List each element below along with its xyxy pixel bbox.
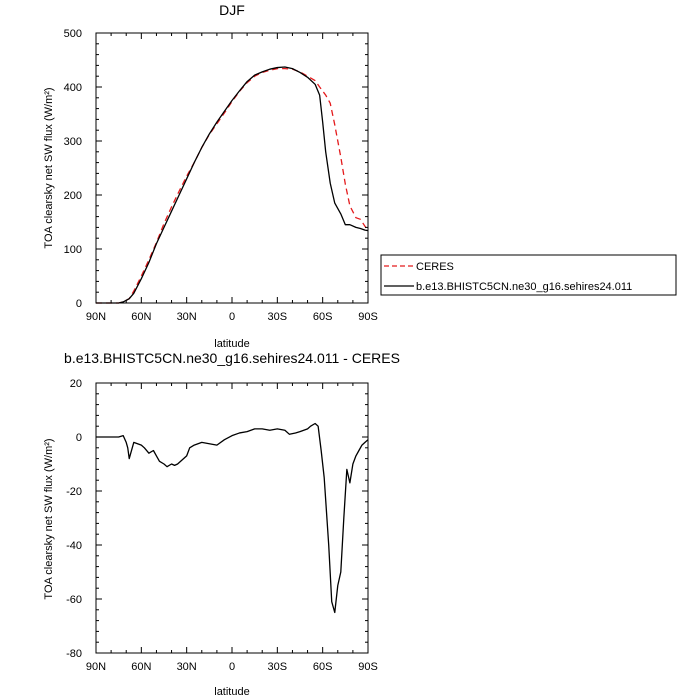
- legend: CERES b.e13.BHISTC5CN.ne30_g16.sehires24…: [380, 254, 677, 296]
- top-chart: 90N 60N 30N 0 30S 60S 90S 0 100 200 300 400 500: [64, 28, 378, 323]
- y-tick-label: 200: [64, 190, 82, 202]
- top-y-axis-label: TOA clearsky net SW flux (W/m²): [43, 87, 55, 248]
- y-tick-label: 500: [64, 28, 82, 40]
- x-tick-label: 30N: [177, 661, 197, 673]
- x-tick-label: 90S: [358, 661, 378, 673]
- series-line-0-0: [96, 67, 369, 304]
- y-tick-label: 400: [64, 82, 82, 94]
- series-line-1-0: [96, 422, 369, 614]
- y-tick-label: -40: [66, 540, 82, 552]
- y-tick-label: 0: [76, 298, 82, 310]
- legend-box: [380, 254, 677, 296]
- y-tick-label: -60: [66, 594, 82, 606]
- legend-label-model: b.e13.BHISTC5CN.ne30_g16.sehires24.011: [416, 281, 632, 293]
- y-tick-label: -20: [66, 486, 82, 498]
- x-tick-label: 30N: [177, 311, 197, 323]
- plot-frame: [95, 32, 369, 304]
- series-line-0-1: [96, 66, 369, 304]
- legend-label-ceres: CERES: [416, 261, 454, 273]
- y-tick-label: 100: [64, 244, 82, 256]
- top-chart-title: DJF: [219, 2, 245, 18]
- x-tick-label: 90N: [86, 661, 106, 673]
- bottom-y-axis-label: TOA clearsky net SW flux (W/m²): [43, 438, 55, 599]
- x-tick-label: 60S: [313, 311, 333, 323]
- y-tick-label: 0: [76, 432, 82, 444]
- bottom-chart-title: b.e13.BHISTC5CN.ne30_g16.sehires24.011 -…: [64, 350, 400, 366]
- x-tick-label: 90S: [358, 311, 378, 323]
- x-tick-label: 30S: [268, 311, 288, 323]
- top-x-axis-label: latitude: [214, 338, 249, 350]
- x-tick-label: 0: [229, 311, 235, 323]
- bottom-chart: 90N 60N 30N 0 30S 60S 90S -80 -60 -40 -20 0 20: [66, 378, 378, 673]
- x-tick-label: 60S: [313, 661, 333, 673]
- x-tick-label: 60N: [131, 311, 151, 323]
- y-tick-label: 20: [70, 378, 82, 390]
- x-tick-label: 0: [229, 661, 235, 673]
- x-tick-label: 90N: [86, 311, 106, 323]
- y-tick-label: 300: [64, 136, 82, 148]
- x-tick-label: 60N: [131, 661, 151, 673]
- y-tick-label: -80: [66, 648, 82, 660]
- x-tick-label: 30S: [268, 661, 288, 673]
- bottom-x-axis-label: latitude: [214, 686, 249, 698]
